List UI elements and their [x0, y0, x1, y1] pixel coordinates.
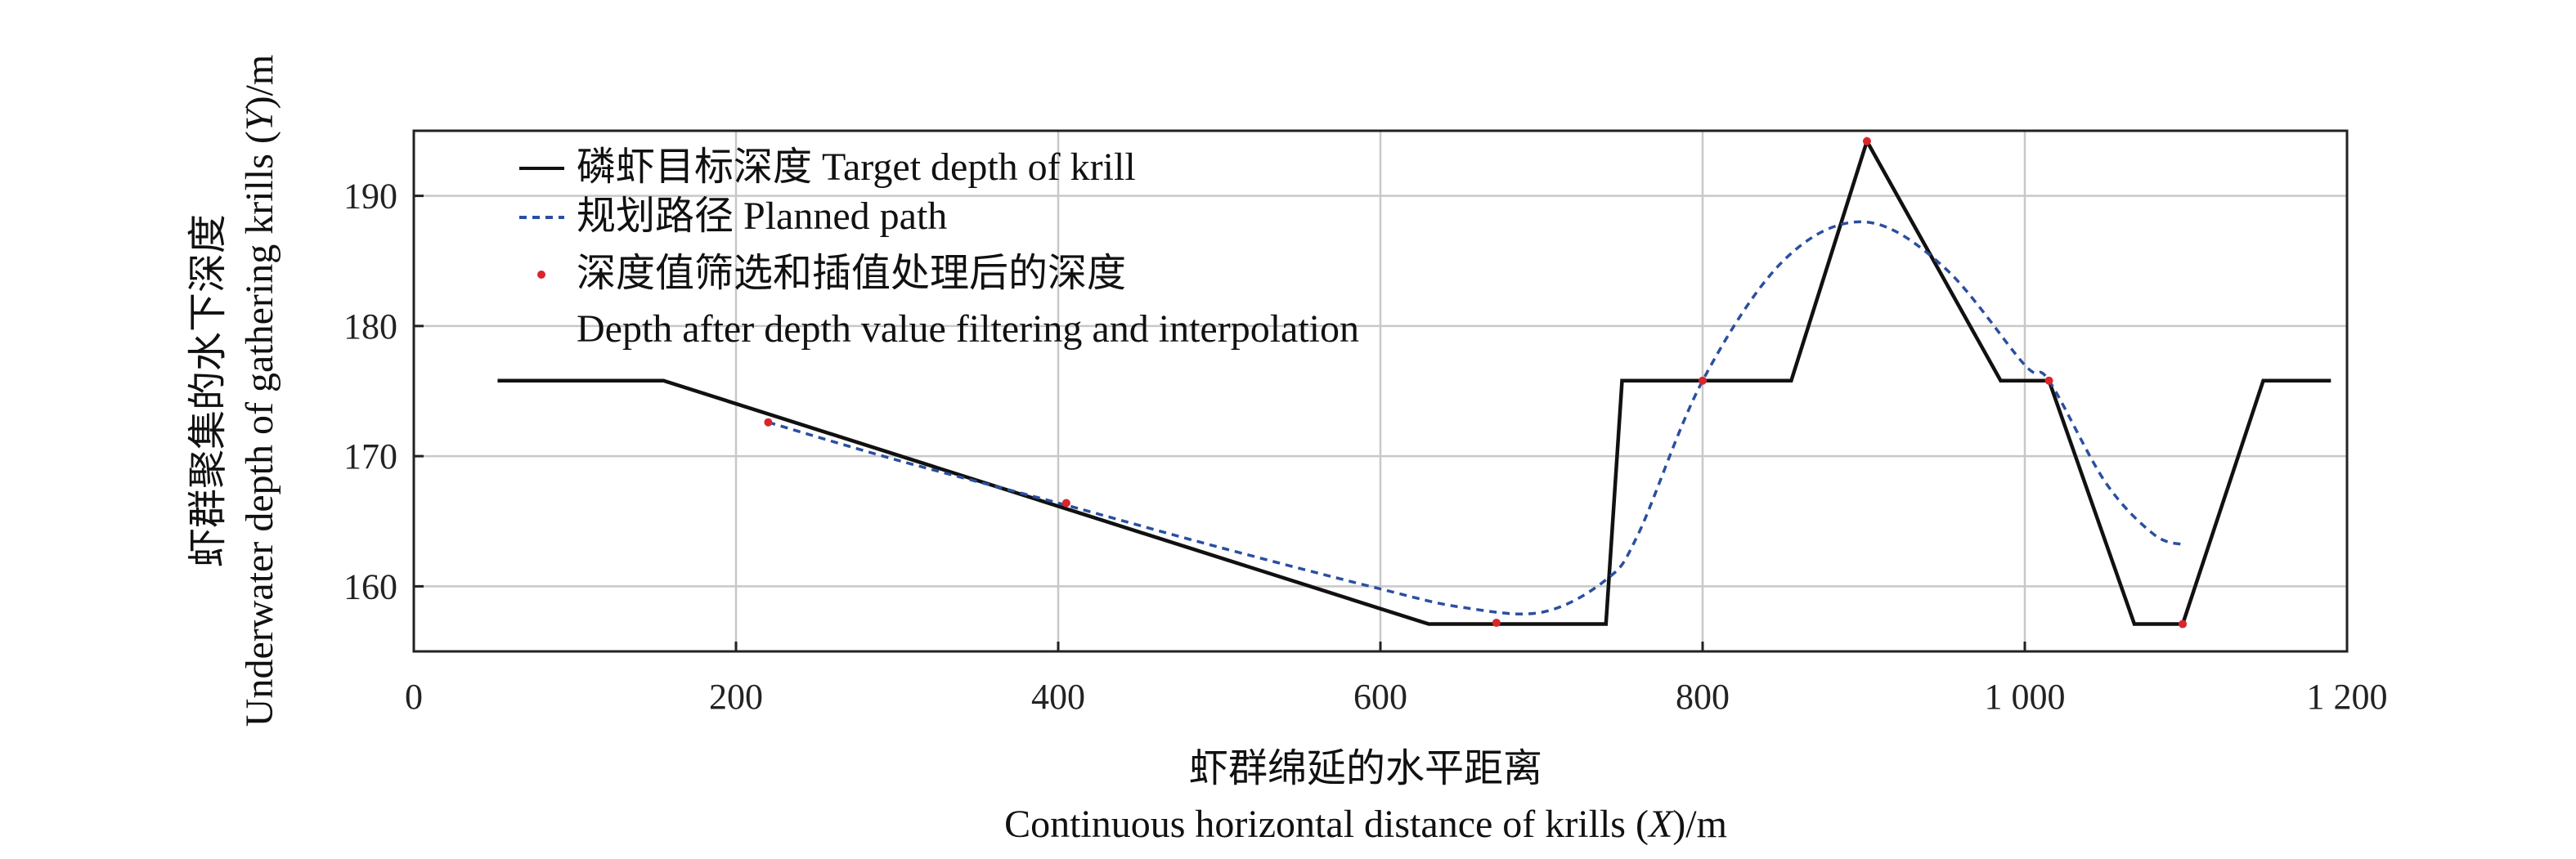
legend-label-planned-path: 规划路径 Planned path	[577, 195, 947, 238]
filtered-depth-point	[2044, 376, 2053, 385]
filtered-depth-point	[1492, 618, 1501, 627]
x-axis-title-en: Continuous horizontal distance of krills…	[1004, 803, 1727, 846]
x-tick-label: 800	[1676, 677, 1730, 717]
y-tick-label: 190	[343, 177, 397, 217]
x-tick-label: 200	[709, 677, 763, 717]
filtered-depth-point	[2179, 620, 2188, 629]
y-axis-ticks: 160 170 180 190	[343, 177, 424, 606]
series-layer	[497, 136, 2331, 629]
x-tick-label: 0	[405, 677, 423, 717]
legend: 磷虾目标深度 Target depth of krill 规划路径 Planne…	[519, 145, 1359, 351]
x-tick-label: 1 200	[2307, 677, 2388, 717]
legend-label-target-depth: 磷虾目标深度 Target depth of krill	[577, 145, 1136, 189]
filtered-depth-point	[1699, 376, 1707, 385]
x-tick-label: 400	[1031, 677, 1085, 717]
filtered-depth-point	[1862, 136, 1871, 145]
y-tick-label: 170	[343, 436, 397, 476]
filtered-depth-point	[1061, 499, 1070, 508]
legend-label-filtered-depth-en: Depth after depth value filtering and in…	[577, 307, 1359, 351]
x-axis-title-zh: 虾群绵延的水平距离	[1189, 747, 1542, 790]
y-axis-title-en: Underwater depth of gathering krills (Y)…	[238, 55, 281, 727]
y-tick-label: 160	[343, 566, 397, 606]
y-tick-label: 180	[343, 306, 397, 347]
x-tick-label: 600	[1353, 677, 1407, 717]
planned-path-line	[767, 220, 2183, 615]
x-axis-ticks: 0 200 400 600 800 1 000 1 200	[405, 642, 2388, 717]
x-tick-label: 1 000	[1985, 677, 2066, 717]
legend-label-filtered-depth: 深度值筛选和插值处理后的深度	[577, 252, 1126, 295]
legend-swatch-filtered-depth	[537, 271, 545, 279]
grid-lines	[414, 131, 2347, 651]
y-axis-title-zh: 虾群聚集的水下深度	[186, 214, 230, 567]
filtered-depth-point	[764, 418, 773, 427]
